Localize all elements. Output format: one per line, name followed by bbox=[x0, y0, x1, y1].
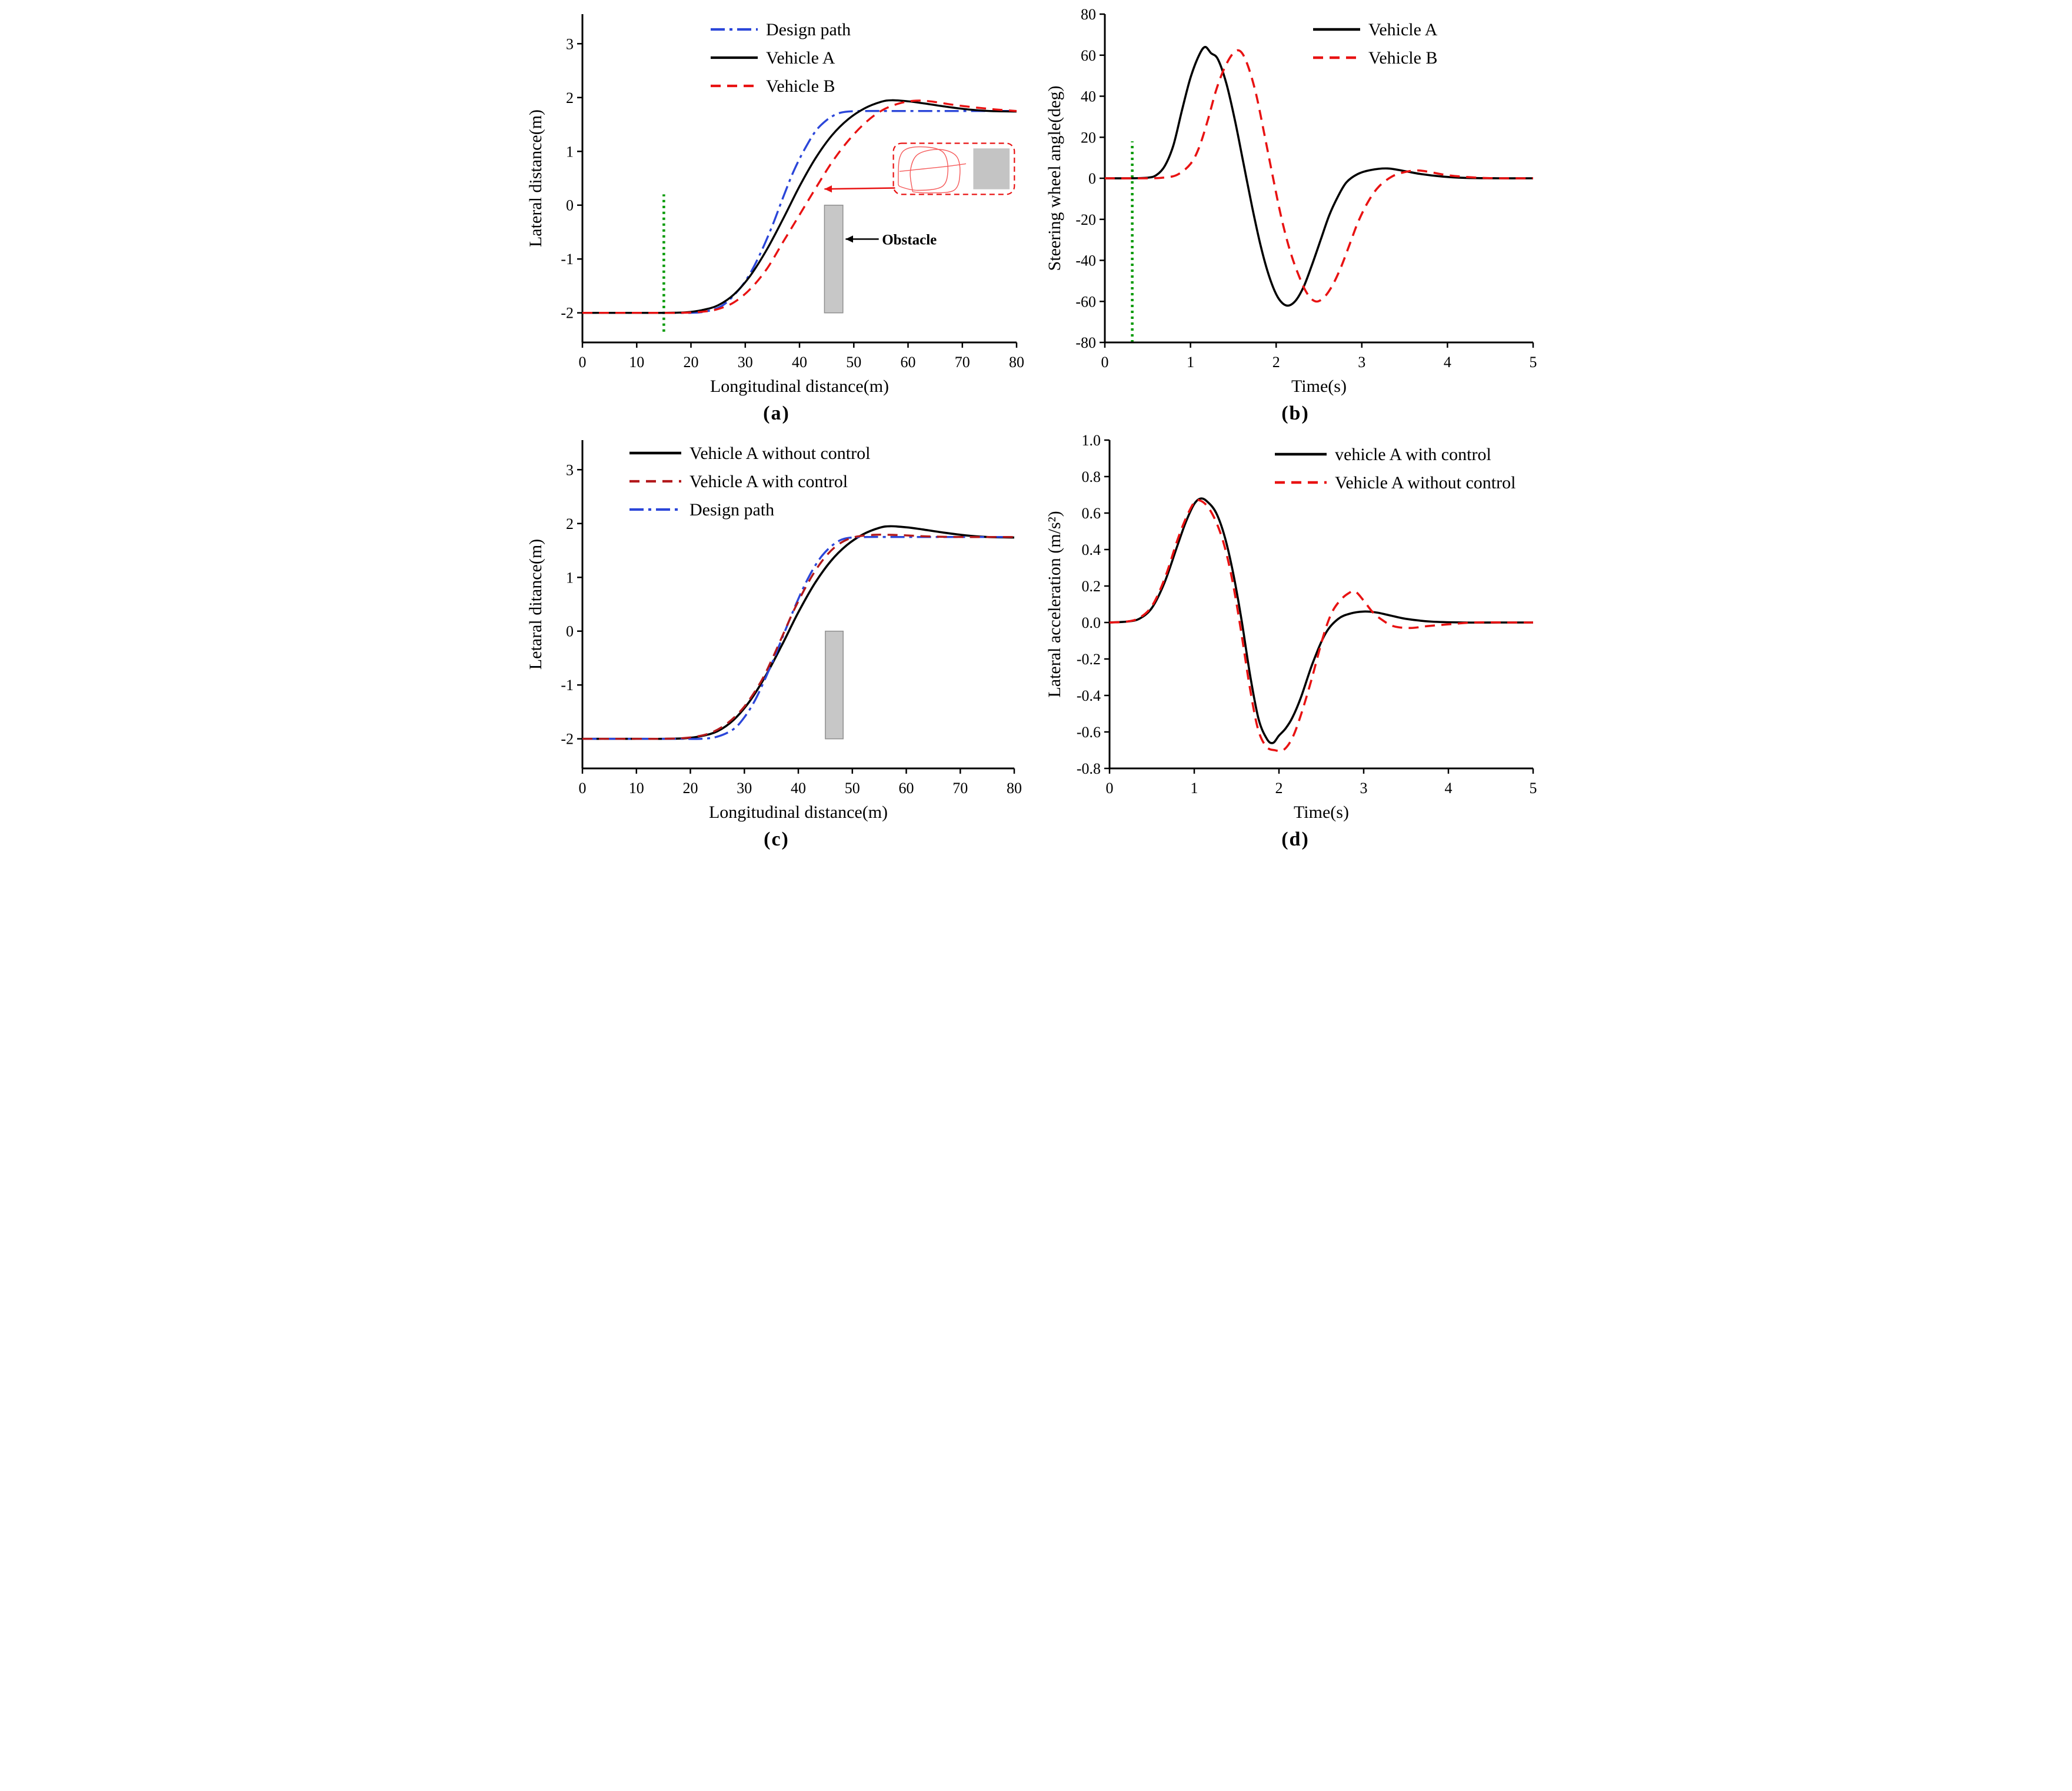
svg-text:2: 2 bbox=[1272, 354, 1280, 371]
svg-text:0: 0 bbox=[1101, 354, 1109, 371]
panel-b: 0 1 2 3 4 5 -80 -60 -40 -20 0 20 40 60 80 Time(s) Steeri… bbox=[1036, 5, 1555, 431]
svg-text:80: 80 bbox=[1009, 354, 1024, 371]
svg-text:3: 3 bbox=[1360, 780, 1368, 797]
svg-text:-2: -2 bbox=[561, 731, 574, 748]
svg-text:-0.2: -0.2 bbox=[1077, 651, 1101, 668]
svg-text:3: 3 bbox=[566, 461, 574, 478]
svg-text:Letaral ditance(m): Letaral ditance(m) bbox=[526, 539, 545, 670]
svg-text:-0.4: -0.4 bbox=[1077, 687, 1101, 704]
svg-text:Vehicle A with control: Vehicle A with control bbox=[689, 472, 848, 491]
svg-text:5: 5 bbox=[1530, 354, 1537, 371]
svg-text:40: 40 bbox=[792, 354, 807, 371]
caption-a: (a) bbox=[763, 402, 790, 424]
svg-text:Vehicle A without control: Vehicle A without control bbox=[1335, 473, 1515, 492]
svg-text:20: 20 bbox=[683, 780, 698, 797]
svg-text:Time(s): Time(s) bbox=[1291, 377, 1347, 396]
svg-text:20: 20 bbox=[684, 354, 699, 371]
svg-text:-20: -20 bbox=[1075, 211, 1096, 228]
figure-page: 0 10 20 30 40 50 60 70 80 -2 -1 0 1 2 3 Longitudinal di… bbox=[517, 0, 1555, 861]
svg-text:-1: -1 bbox=[561, 677, 574, 694]
svg-text:Lateral acceleration (m/s²): Lateral acceleration (m/s²) bbox=[1045, 511, 1064, 697]
svg-text:50: 50 bbox=[846, 354, 861, 371]
panel-d: 0 1 2 3 4 5 1.0 0.8 0.6 0.4 0.2 0.0 -0.2 -0.4 -0.6 -0.8… bbox=[1036, 431, 1555, 857]
svg-text:3: 3 bbox=[566, 35, 574, 52]
chart-d-lateral-acceleration-vs-time: 0 1 2 3 4 5 1.0 0.8 0.6 0.4 0.2 0.0 -0.2 -0.4 -0.6 -0.8… bbox=[1045, 433, 1537, 822]
svg-text:2: 2 bbox=[1275, 780, 1283, 797]
svg-text:3: 3 bbox=[1358, 354, 1365, 371]
svg-text:0.2: 0.2 bbox=[1082, 578, 1101, 595]
svg-text:80: 80 bbox=[1081, 7, 1096, 23]
svg-text:Longitudinal distance(m): Longitudinal distance(m) bbox=[710, 377, 889, 396]
svg-text:Steering wheel angle(deg): Steering wheel angle(deg) bbox=[1045, 86, 1064, 271]
svg-text:4: 4 bbox=[1444, 354, 1451, 371]
svg-text:1: 1 bbox=[1191, 780, 1198, 797]
svg-text:Design path: Design path bbox=[766, 20, 851, 39]
svg-text:20: 20 bbox=[1081, 129, 1096, 146]
four-panel-figure: 0 10 20 30 40 50 60 70 80 -2 -1 0 1 2 3 Longitudinal di… bbox=[517, 5, 1555, 857]
svg-text:Vehicle B: Vehicle B bbox=[1368, 48, 1437, 68]
svg-text:Vehicle B: Vehicle B bbox=[766, 76, 835, 96]
svg-text:40: 40 bbox=[791, 780, 806, 797]
svg-text:1: 1 bbox=[566, 143, 574, 160]
svg-text:Vehicle A: Vehicle A bbox=[766, 48, 835, 68]
svg-text:Design path: Design path bbox=[689, 500, 774, 520]
chart-a-lateral-distance-vs-longitudinal: 0 10 20 30 40 50 60 70 80 -2 -1 0 1 2 3 Longitudinal di… bbox=[526, 14, 1024, 396]
svg-text:-1: -1 bbox=[561, 251, 574, 268]
svg-text:-2: -2 bbox=[561, 305, 574, 322]
svg-text:Time(s): Time(s) bbox=[1294, 803, 1349, 822]
chart-c-lateral-distance-control-comparison: 0 10 20 30 40 50 60 70 80 -2 -1 0 1 2 3 Longitudinal di… bbox=[526, 440, 1022, 822]
svg-text:5: 5 bbox=[1530, 780, 1537, 797]
svg-text:2: 2 bbox=[566, 89, 574, 106]
svg-text:50: 50 bbox=[845, 780, 860, 797]
svg-text:Obstacle: Obstacle bbox=[882, 232, 937, 248]
svg-text:80: 80 bbox=[1007, 780, 1022, 797]
svg-text:0: 0 bbox=[566, 623, 574, 640]
svg-text:Vehicle A without control: Vehicle A without control bbox=[689, 444, 870, 463]
svg-text:0: 0 bbox=[579, 354, 587, 371]
svg-text:0: 0 bbox=[1088, 170, 1096, 187]
svg-text:-0.6: -0.6 bbox=[1077, 724, 1101, 741]
svg-text:2: 2 bbox=[566, 515, 574, 532]
svg-text:1: 1 bbox=[1187, 354, 1194, 371]
svg-text:0.4: 0.4 bbox=[1082, 541, 1101, 558]
svg-text:0: 0 bbox=[566, 197, 574, 214]
panel-c: 0 10 20 30 40 50 60 70 80 -2 -1 0 1 2 3 Longitudinal di… bbox=[517, 431, 1036, 857]
svg-text:0: 0 bbox=[1106, 780, 1114, 797]
svg-text:4: 4 bbox=[1445, 780, 1453, 797]
svg-text:-80: -80 bbox=[1075, 334, 1096, 351]
svg-text:0.8: 0.8 bbox=[1082, 468, 1101, 485]
panel-a: 0 10 20 30 40 50 60 70 80 -2 -1 0 1 2 3 Longitudinal di… bbox=[517, 5, 1036, 431]
svg-text:-60: -60 bbox=[1075, 293, 1096, 310]
svg-text:Lateral distance(m): Lateral distance(m) bbox=[526, 109, 545, 247]
svg-text:10: 10 bbox=[629, 354, 644, 371]
svg-text:30: 30 bbox=[737, 780, 752, 797]
svg-text:30: 30 bbox=[738, 354, 753, 371]
svg-text:70: 70 bbox=[955, 354, 970, 371]
caption-d: (d) bbox=[1281, 828, 1310, 850]
svg-text:60: 60 bbox=[899, 780, 914, 797]
svg-text:10: 10 bbox=[629, 780, 644, 797]
svg-text:40: 40 bbox=[1081, 88, 1096, 105]
chart-b-steering-wheel-angle-vs-time: 0 1 2 3 4 5 -80 -60 -40 -20 0 20 40 60 80 Time(s) Steeri… bbox=[1045, 7, 1537, 396]
svg-text:0.0: 0.0 bbox=[1082, 614, 1101, 631]
svg-text:0.6: 0.6 bbox=[1082, 505, 1101, 522]
caption-b: (b) bbox=[1281, 402, 1310, 424]
svg-text:vehicle A with control: vehicle A with control bbox=[1335, 445, 1491, 464]
svg-text:70: 70 bbox=[952, 780, 968, 797]
svg-text:60: 60 bbox=[901, 354, 916, 371]
svg-text:1.0: 1.0 bbox=[1082, 433, 1101, 449]
svg-text:Longitudinal distance(m): Longitudinal distance(m) bbox=[709, 803, 888, 822]
svg-text:60: 60 bbox=[1081, 47, 1096, 64]
svg-text:0: 0 bbox=[579, 780, 587, 797]
svg-text:-40: -40 bbox=[1075, 252, 1096, 269]
svg-text:1: 1 bbox=[566, 569, 574, 586]
svg-text:Vehicle A: Vehicle A bbox=[1368, 20, 1438, 39]
svg-text:-0.8: -0.8 bbox=[1077, 760, 1101, 777]
caption-c: (c) bbox=[764, 828, 790, 850]
